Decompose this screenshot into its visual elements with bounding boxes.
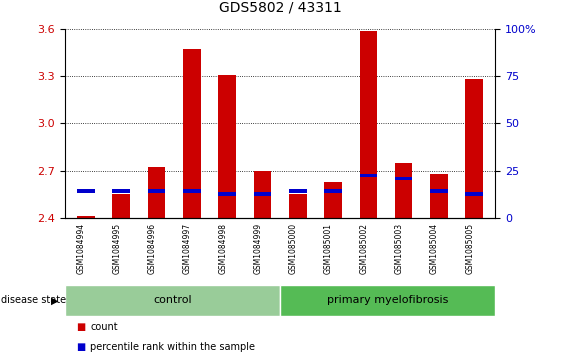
Bar (148, 167, 166, 218)
Text: GSM1084996: GSM1084996 (148, 223, 157, 274)
Bar (360, 30, 377, 218)
Text: GSM1085002: GSM1085002 (359, 223, 368, 274)
Text: GSM1084998: GSM1084998 (218, 223, 227, 274)
Text: disease state: disease state (1, 295, 66, 305)
Bar (466, 79, 483, 218)
Text: control: control (153, 295, 192, 305)
Text: GSM1085001: GSM1085001 (324, 223, 333, 274)
Text: percentile rank within the sample: percentile rank within the sample (90, 342, 255, 352)
Bar (395, 163, 413, 218)
Bar (183, 189, 200, 193)
Bar (113, 194, 130, 218)
Bar (218, 192, 236, 196)
Bar (360, 174, 377, 177)
FancyBboxPatch shape (280, 285, 495, 316)
Bar (77, 189, 95, 193)
Bar (218, 75, 236, 218)
Text: ■: ■ (76, 322, 85, 332)
Bar (253, 171, 271, 218)
Text: GSM1084999: GSM1084999 (253, 223, 262, 274)
Bar (324, 189, 342, 193)
Bar (395, 177, 413, 180)
Bar (430, 189, 448, 193)
Bar (289, 189, 307, 193)
Text: GSM1084997: GSM1084997 (183, 223, 192, 274)
Text: GSM1084995: GSM1084995 (112, 223, 121, 274)
Bar (430, 174, 448, 218)
Bar (183, 49, 200, 218)
FancyBboxPatch shape (65, 285, 280, 316)
Text: GSM1085004: GSM1085004 (430, 223, 439, 274)
Bar (289, 194, 307, 218)
Text: GSM1085003: GSM1085003 (395, 223, 404, 274)
Text: primary myelofibrosis: primary myelofibrosis (327, 295, 449, 305)
Text: GDS5802 / 43311: GDS5802 / 43311 (218, 0, 342, 15)
Text: GSM1084994: GSM1084994 (77, 223, 86, 274)
Bar (113, 189, 130, 193)
Text: count: count (90, 322, 118, 332)
Text: GSM1085005: GSM1085005 (465, 223, 474, 274)
Bar (253, 192, 271, 196)
Text: ▶: ▶ (51, 295, 59, 305)
Bar (77, 216, 95, 218)
Text: GSM1085000: GSM1085000 (289, 223, 298, 274)
Bar (466, 192, 483, 196)
Bar (148, 189, 166, 193)
Bar (324, 182, 342, 218)
Text: ■: ■ (76, 342, 85, 352)
